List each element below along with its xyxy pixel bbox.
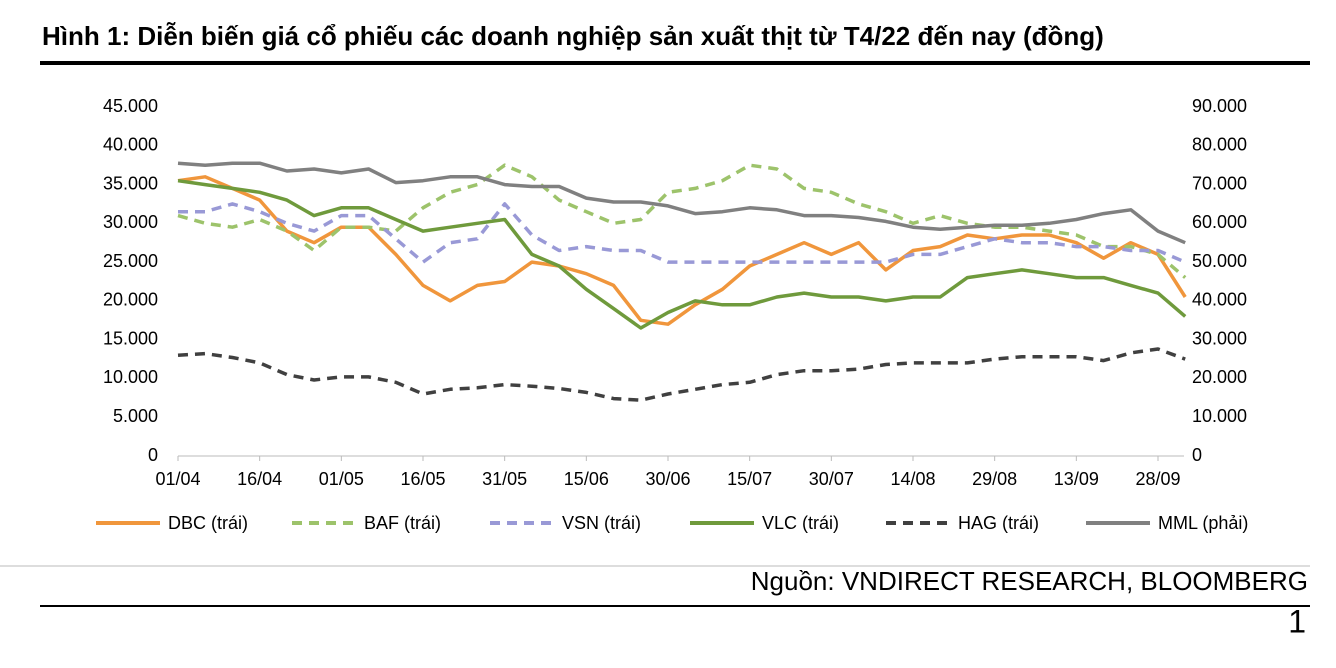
y-tick-label: 30.000 <box>103 212 158 232</box>
y2-tick-label: 0 <box>1192 445 1202 465</box>
series-line <box>178 202 1186 264</box>
x-tick-label: 15/07 <box>727 469 772 489</box>
y2-tick-label: 60.000 <box>1192 212 1247 232</box>
y-tick-label: 5.000 <box>113 406 158 426</box>
page-number: 1 <box>1288 603 1306 639</box>
x-tick-label: 16/04 <box>237 469 282 489</box>
x-tick-label: 01/05 <box>319 469 364 489</box>
x-tick-label: 29/08 <box>972 469 1017 489</box>
y2-tick-label: 20.000 <box>1192 367 1247 387</box>
x-tick-label: 13/09 <box>1054 469 1099 489</box>
series-line <box>177 347 1186 402</box>
y2-tick-label: 40.000 <box>1192 290 1247 310</box>
x-tick-label: 28/09 <box>1135 469 1180 489</box>
x-tick-label: 30/07 <box>809 469 854 489</box>
legend-label: HAG (trái) <box>958 513 1039 533</box>
series-line <box>177 163 1187 279</box>
y2-tick-label: 30.000 <box>1192 328 1247 348</box>
series-line <box>177 178 1187 330</box>
legend-label: BAF (trái) <box>364 513 441 533</box>
y-tick-label: 45.000 <box>103 96 158 116</box>
series-line <box>177 175 1187 326</box>
y-tick-label: 20.000 <box>103 290 158 310</box>
x-tick-label: 01/04 <box>155 469 200 489</box>
y2-tick-label: 50.000 <box>1192 251 1247 271</box>
legend-label: VSN (trái) <box>562 513 641 533</box>
chart-title: Hình 1: Diễn biến giá cổ phiếu các doanh… <box>42 21 1104 51</box>
x-tick-label: 14/08 <box>890 469 935 489</box>
y2-tick-label: 70.000 <box>1192 173 1247 193</box>
y2-tick-label: 10.000 <box>1192 406 1247 426</box>
y-tick-label: 25.000 <box>103 251 158 271</box>
y2-tick-label: 80.000 <box>1192 135 1247 155</box>
x-tick-label: 16/05 <box>400 469 445 489</box>
x-tick-label: 30/06 <box>645 469 690 489</box>
legend-label: VLC (trái) <box>762 513 839 533</box>
legend-label: MML (phải) <box>1158 513 1248 533</box>
series-line <box>177 161 1186 245</box>
y-tick-label: 0 <box>148 445 158 465</box>
y-tick-label: 10.000 <box>103 367 158 387</box>
y-tick-label: 35.000 <box>103 173 158 193</box>
x-tick-label: 15/06 <box>564 469 609 489</box>
y-tick-label: 40.000 <box>103 135 158 155</box>
source: Nguồn: VNDIRECT RESEARCH, BLOOMBERG <box>751 566 1308 596</box>
y-tick-label: 15.000 <box>103 328 158 348</box>
x-tick-label: 31/05 <box>482 469 527 489</box>
y2-tick-label: 90.000 <box>1192 96 1247 116</box>
legend-label: DBC (trái) <box>168 513 248 533</box>
